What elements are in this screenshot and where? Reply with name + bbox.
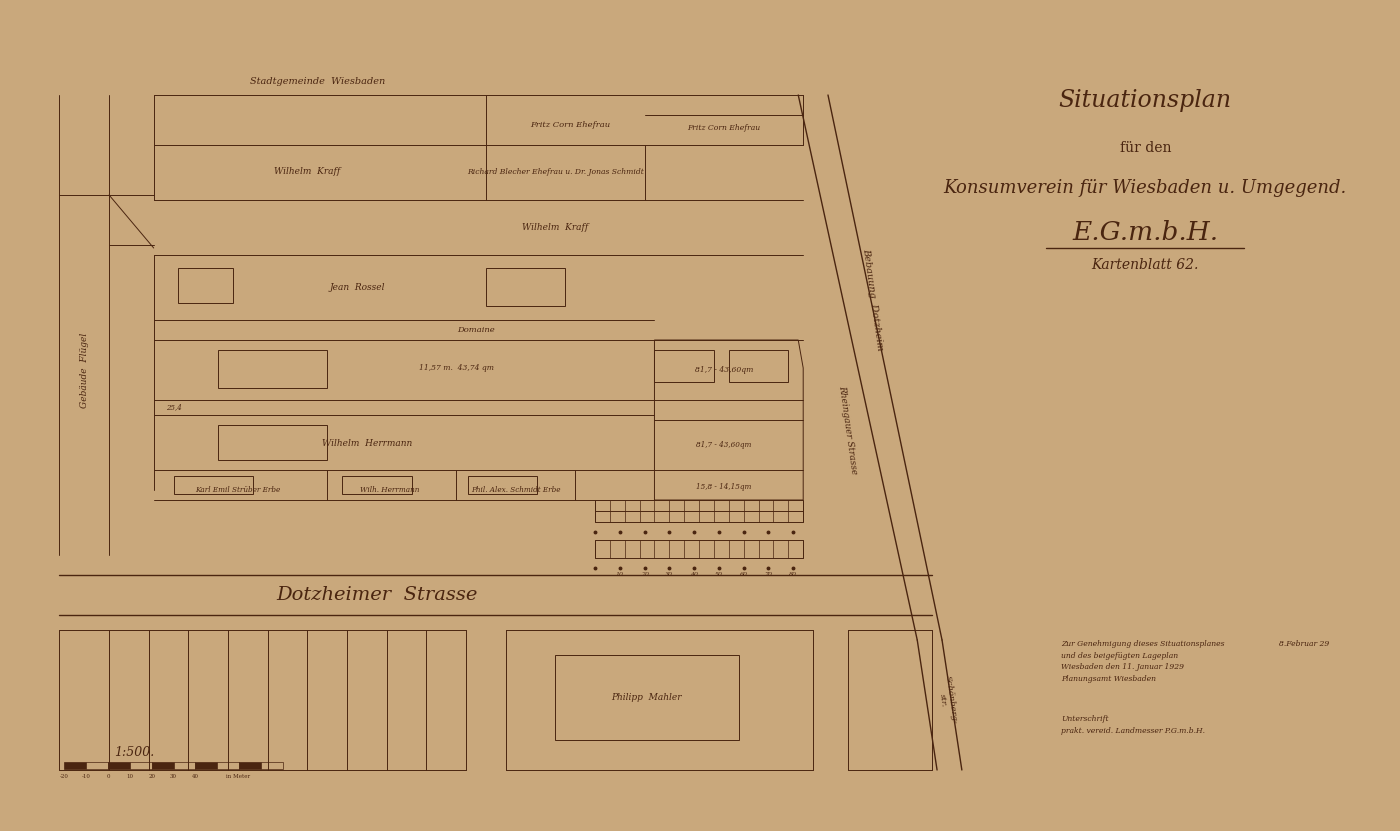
Text: 60: 60 [739, 573, 748, 578]
Text: Unterschrift
prakt. vereid. Landmesser P.G.m.b.H.: Unterschrift prakt. vereid. Landmesser P… [1061, 715, 1205, 735]
Text: -10: -10 [81, 774, 91, 779]
Text: 70: 70 [764, 573, 773, 578]
Bar [556, 655, 739, 740]
Bar [217, 762, 239, 769]
Text: Wilhelm  Kraff: Wilhelm Kraff [522, 224, 588, 233]
Text: Wilhelm  Kraff: Wilhelm Kraff [274, 168, 340, 176]
Bar [260, 762, 283, 769]
Bar [174, 762, 196, 769]
Text: Stadtgemeinde  Wiesbaden: Stadtgemeinde Wiesbaden [249, 77, 385, 86]
Bar [239, 762, 260, 769]
Text: Jean  Rossel: Jean Rossel [329, 283, 385, 293]
Bar [151, 762, 174, 769]
Bar [218, 350, 328, 388]
Text: Kartenblatt 62.: Kartenblatt 62. [1092, 258, 1198, 272]
Text: 50: 50 [715, 573, 722, 578]
Text: Gebäude  Flügel: Gebäude Flügel [80, 332, 88, 408]
Bar [595, 500, 804, 522]
Text: 30: 30 [665, 573, 673, 578]
Text: Wilh. Herrmann: Wilh. Herrmann [360, 486, 420, 494]
Text: Fritz Corn Ehefrau: Fritz Corn Ehefrau [687, 124, 760, 132]
Bar [196, 762, 217, 769]
Text: 10: 10 [616, 573, 624, 578]
Text: 11,57 m.  43,74 qm: 11,57 m. 43,74 qm [419, 364, 494, 372]
Text: 81,7 - 43,60qm: 81,7 - 43,60qm [694, 366, 753, 374]
Text: 1:500.: 1:500. [113, 745, 154, 759]
Text: Rheingauer Strasse: Rheingauer Strasse [837, 385, 858, 475]
Bar [64, 762, 87, 769]
Bar [729, 350, 788, 382]
Text: -20: -20 [60, 774, 69, 779]
Bar [108, 762, 130, 769]
Text: E.G.m.b.H.: E.G.m.b.H. [1072, 219, 1218, 244]
Bar [130, 762, 151, 769]
Text: für den: für den [1120, 141, 1170, 155]
Text: 80: 80 [790, 573, 797, 578]
Text: Wilhelm  Herrmann: Wilhelm Herrmann [322, 439, 412, 448]
Text: 10: 10 [126, 774, 133, 779]
Text: Zur Genehmigung dieses Situationsplanes
und des beigefügten Lageplan
Wiesbaden d: Zur Genehmigung dieses Situationsplanes … [1061, 640, 1225, 683]
Bar [342, 476, 412, 494]
Text: 40: 40 [192, 774, 199, 779]
Text: Situationsplan: Situationsplan [1058, 88, 1232, 111]
Text: 81,7 - 43,60qm: 81,7 - 43,60qm [696, 441, 752, 449]
Text: Phil. Alex. Schmidt Erbe: Phil. Alex. Schmidt Erbe [470, 486, 560, 494]
Text: 25,4: 25,4 [165, 403, 182, 411]
Text: in Meter: in Meter [225, 774, 251, 779]
Bar [174, 476, 253, 494]
Text: Fritz Corn Ehefrau: Fritz Corn Ehefrau [531, 121, 610, 129]
Text: Schönberg-
str.: Schönberg- str. [935, 675, 959, 725]
Text: 40: 40 [690, 573, 699, 578]
Text: 8.Februar 29: 8.Februar 29 [1280, 640, 1330, 648]
Text: Karl Emil Strüber Erbe: Karl Emil Strüber Erbe [196, 486, 280, 494]
Text: Domaine: Domaine [456, 326, 494, 334]
Text: 30: 30 [169, 774, 176, 779]
Bar [486, 268, 566, 306]
Text: Konsumverein für Wiesbaden u. Umgegend.: Konsumverein für Wiesbaden u. Umgegend. [944, 179, 1347, 197]
Text: Dotzheimer  Strasse: Dotzheimer Strasse [276, 586, 477, 604]
Text: Bebauung  Dotzheim: Bebauung Dotzheim [861, 248, 885, 352]
Bar [595, 540, 804, 558]
Text: Richard Blecher Ehefrau u. Dr. Jonas Schmidt: Richard Blecher Ehefrau u. Dr. Jonas Sch… [466, 168, 644, 176]
Text: Philipp  Mahler: Philipp Mahler [612, 692, 682, 701]
Text: 15,8 - 14,15qm: 15,8 - 14,15qm [696, 483, 752, 491]
Bar [468, 476, 538, 494]
Text: 0: 0 [106, 774, 109, 779]
Bar [654, 350, 714, 382]
Bar [178, 268, 232, 303]
Bar [218, 425, 328, 460]
Text: 20: 20 [641, 573, 648, 578]
Text: 20: 20 [148, 774, 155, 779]
Bar [87, 762, 108, 769]
